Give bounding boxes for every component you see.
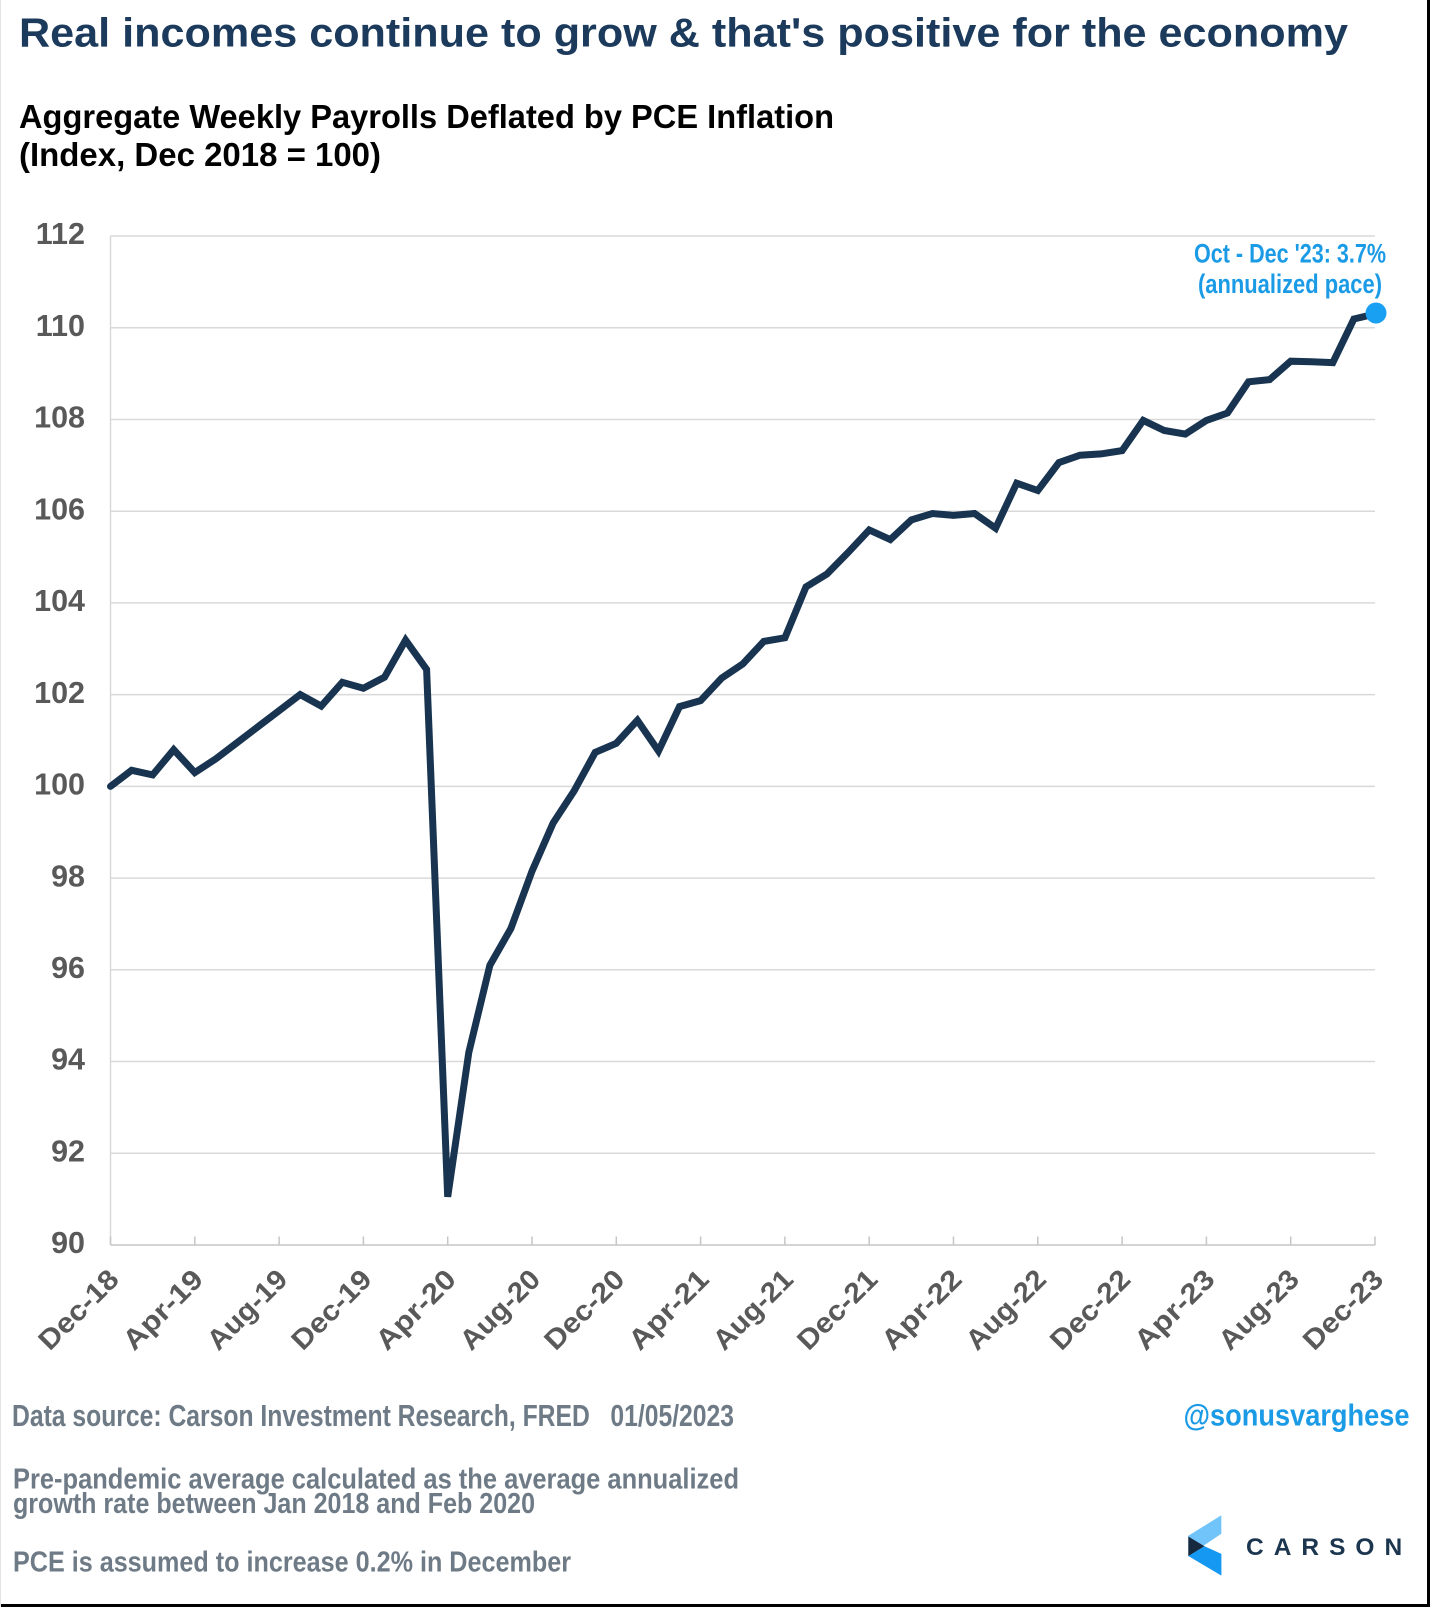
svg-text:98: 98 [51, 859, 85, 893]
svg-text:106: 106 [34, 492, 85, 526]
svg-text:Pre-pandemic average calculate: Pre-pandemic average calculated as the a… [13, 1464, 739, 1496]
svg-text:PCE is assumed to increase 0.2: PCE is assumed to increase 0.2% in Decem… [13, 1546, 571, 1578]
svg-text:growth rate between Jan 2018 a: growth rate between Jan 2018 and Feb 202… [13, 1488, 535, 1520]
svg-text:Data source: Carson Investment: Data source: Carson Investment Research,… [12, 1398, 734, 1433]
svg-text:104: 104 [34, 584, 85, 618]
svg-text:Oct - Dec '23: 3.7%: Oct - Dec '23: 3.7% [1194, 239, 1386, 269]
svg-text:102: 102 [34, 676, 85, 710]
svg-text:CARSON: CARSON [1246, 1534, 1412, 1561]
svg-text:100: 100 [34, 768, 85, 802]
svg-text:Aggregate Weekly Payrolls Defl: Aggregate Weekly Payrolls Deflated by PC… [19, 98, 834, 135]
svg-text:110: 110 [36, 309, 85, 343]
svg-text:@sonusvarghese: @sonusvarghese [1184, 1398, 1410, 1433]
svg-text:90: 90 [51, 1226, 85, 1260]
svg-text:108: 108 [34, 401, 85, 435]
svg-text:(Index, Dec 2018 = 100): (Index, Dec 2018 = 100) [19, 136, 381, 173]
svg-text:Real incomes continue to grow: Real incomes continue to grow & that's p… [19, 10, 1348, 56]
svg-text:96: 96 [51, 951, 85, 985]
svg-text:92: 92 [51, 1135, 85, 1169]
svg-text:112: 112 [36, 217, 85, 251]
svg-text:94: 94 [51, 1043, 85, 1077]
svg-text:(annualized pace): (annualized pace) [1198, 269, 1382, 299]
